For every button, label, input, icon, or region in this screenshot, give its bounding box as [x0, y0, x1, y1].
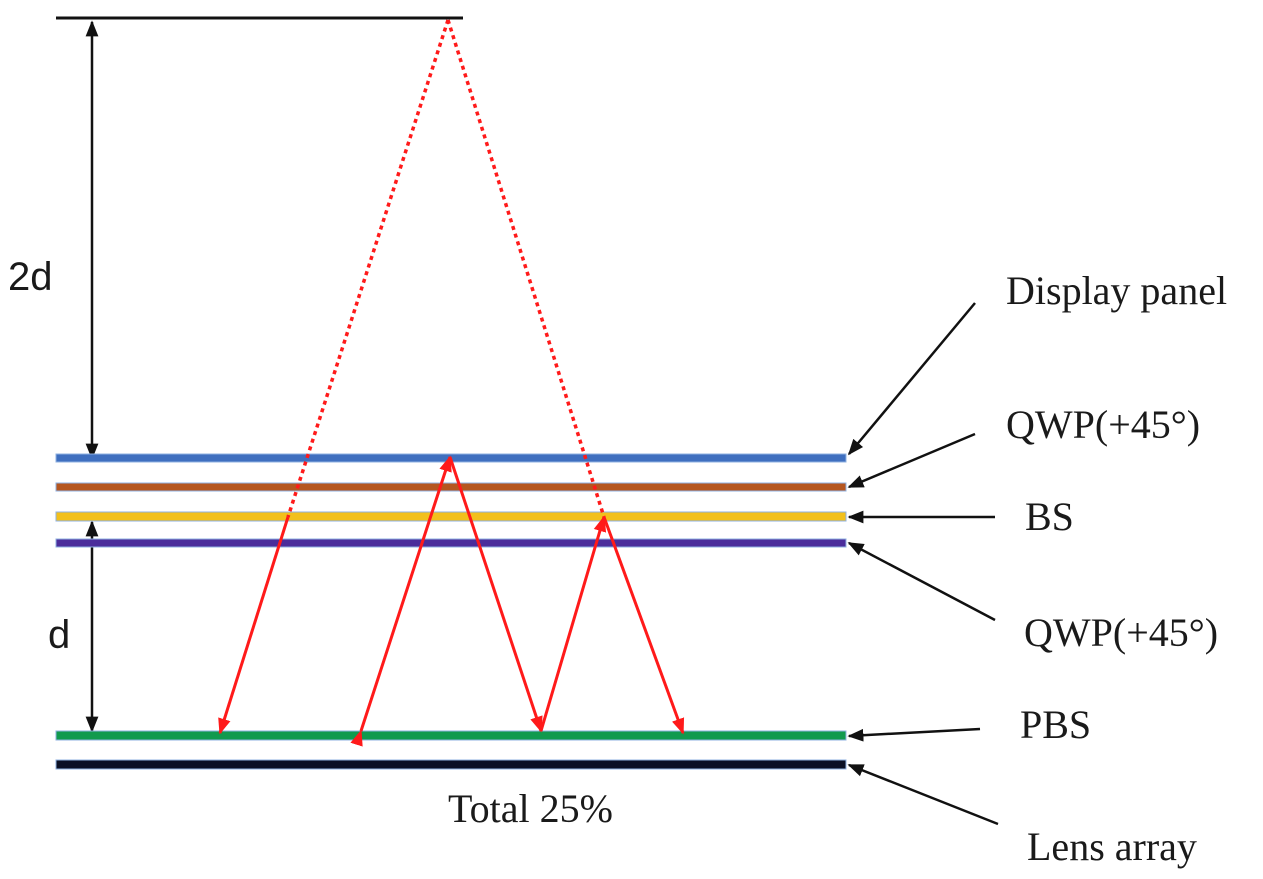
leader-qwp-top [847, 432, 976, 489]
total-efficiency-label: Total 25% [448, 786, 613, 831]
label-bs: BS [1025, 494, 1074, 539]
layer-qwp-bottom [55, 538, 847, 548]
layer-pbs [55, 730, 847, 741]
dimension-label-d: d [48, 613, 70, 657]
ray-segment-5 [602, 516, 685, 735]
label-lens-array: Lens array [1027, 824, 1197, 869]
layer-lens-array [55, 759, 847, 770]
label-qwp-bottom: QWP(+45°) [1024, 610, 1218, 655]
layer-bs [55, 511, 847, 522]
ray-segment-4 [539, 515, 607, 732]
leader-qwp-bottom [847, 541, 996, 622]
ray-segment-3 [448, 456, 543, 733]
layer-qwp-top [55, 482, 847, 492]
label-pbs: PBS [1020, 702, 1091, 747]
ray-segment-1 [218, 516, 290, 735]
label-display-panel: Display panel [1006, 268, 1227, 313]
leader-display-panel [847, 302, 976, 456]
virtual-ray-right [446, 19, 606, 518]
leader-lens-array [847, 763, 999, 826]
ray-segment-2 [350, 455, 452, 747]
dimension-label-2d: 2d [8, 255, 53, 299]
virtual-ray-left [286, 19, 450, 518]
leader-pbs [847, 727, 981, 742]
label-qwp-top: QWP(+45°) [1006, 402, 1200, 447]
